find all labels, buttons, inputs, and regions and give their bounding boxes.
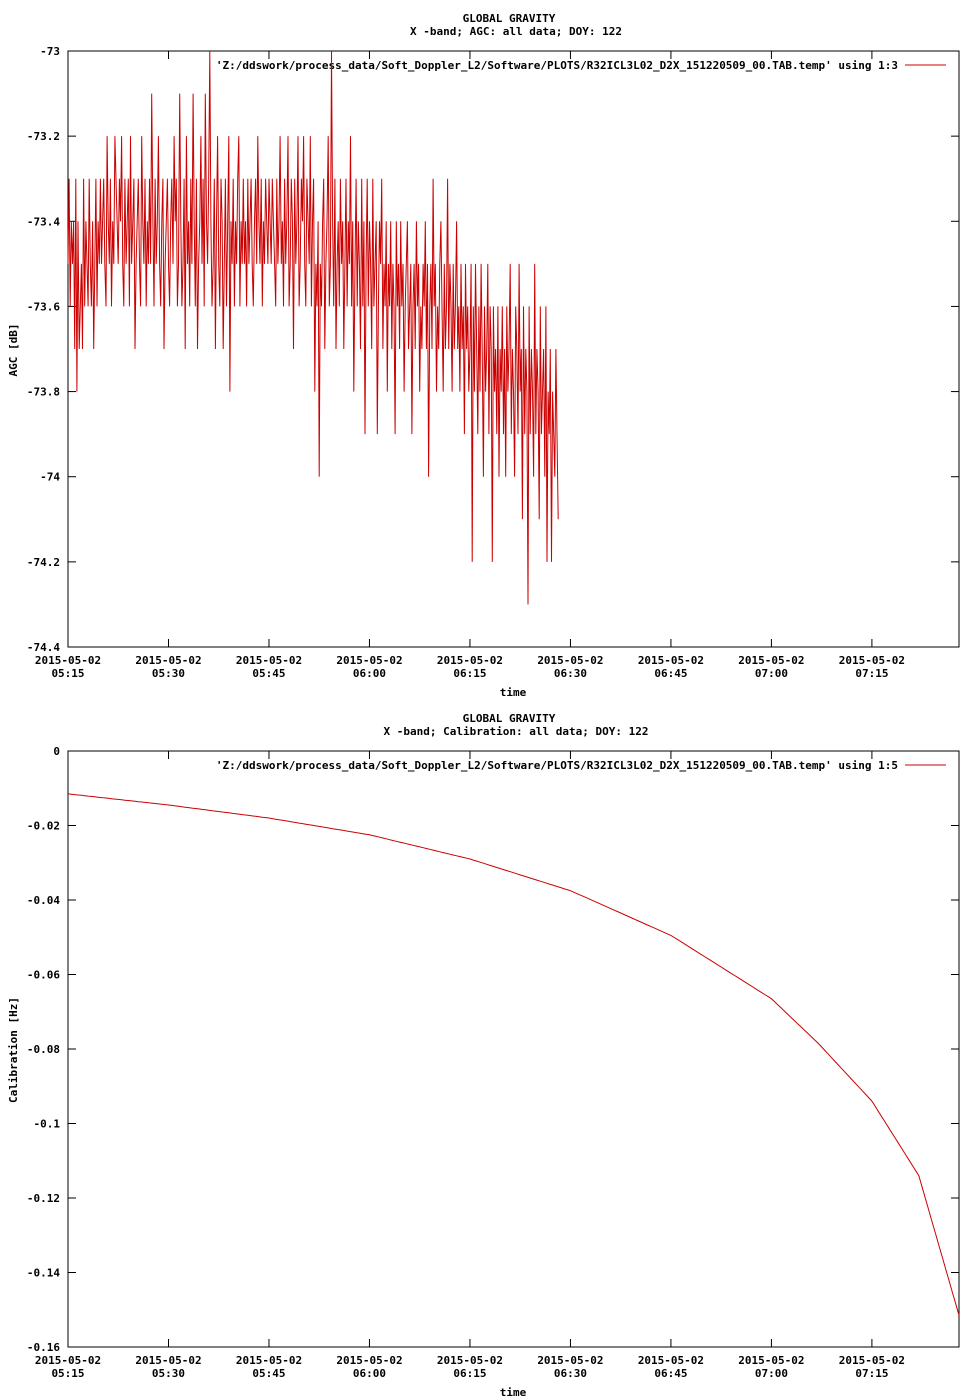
x-tick-time-label: 05:15 <box>51 1367 84 1380</box>
x-tick-date-label: 2015-05-02 <box>537 1354 603 1367</box>
x-tick-time-label: 07:15 <box>855 1367 888 1380</box>
x-tick-time-label: 06:15 <box>453 1367 486 1380</box>
y-tick-label: -0.12 <box>27 1192 60 1205</box>
x-tick-date-label: 2015-05-02 <box>839 654 905 667</box>
x-tick-date-label: 2015-05-02 <box>35 1354 101 1367</box>
x-tick-time-label: 05:15 <box>51 667 84 680</box>
x-axis-label: time <box>500 1386 527 1399</box>
x-tick-date-label: 2015-05-02 <box>738 1354 804 1367</box>
y-axis-label: Calibration [Hz] <box>7 997 20 1103</box>
x-tick-date-label: 2015-05-02 <box>336 654 402 667</box>
y-tick-label: -74.2 <box>27 556 60 569</box>
x-tick-date-label: 2015-05-02 <box>336 1354 402 1367</box>
x-tick-time-label: 06:00 <box>353 1367 386 1380</box>
x-tick-time-label: 06:45 <box>654 667 687 680</box>
y-tick-label: -73.2 <box>27 130 60 143</box>
y-axis-label: AGC [dB] <box>7 324 20 377</box>
x-tick-time-label: 07:00 <box>755 1367 788 1380</box>
y-tick-label: -0.06 <box>27 969 60 982</box>
y-tick-label: -74.4 <box>27 641 60 654</box>
chart-subtitle: X -band; AGC: all data; DOY: 122 <box>410 25 622 38</box>
x-tick-time-label: 07:00 <box>755 667 788 680</box>
x-tick-date-label: 2015-05-02 <box>236 1354 302 1367</box>
x-tick-date-label: 2015-05-02 <box>738 654 804 667</box>
legend-label: 'Z:/ddswork/process_data/Soft_Doppler_L2… <box>216 59 898 72</box>
x-tick-date-label: 2015-05-02 <box>437 654 503 667</box>
y-tick-label: -0.1 <box>34 1118 61 1131</box>
x-axis-label: time <box>500 686 527 699</box>
y-tick-label: -0.04 <box>27 894 60 907</box>
x-tick-date-label: 2015-05-02 <box>537 654 603 667</box>
x-tick-date-label: 2015-05-02 <box>35 654 101 667</box>
x-tick-time-label: 05:30 <box>152 667 185 680</box>
x-tick-time-label: 05:45 <box>252 667 285 680</box>
y-tick-label: -73.8 <box>27 386 60 399</box>
y-tick-label: -0.08 <box>27 1043 60 1056</box>
calibration-chart: GLOBAL GRAVITY X -band; Calibration: all… <box>7 712 960 1399</box>
x-tick-date-label: 2015-05-02 <box>135 654 201 667</box>
x-tick-date-label: 2015-05-02 <box>638 654 704 667</box>
legend-label: 'Z:/ddswork/process_data/Soft_Doppler_L2… <box>216 759 898 772</box>
plot-frame <box>67 50 960 648</box>
x-tick-date-label: 2015-05-02 <box>638 1354 704 1367</box>
x-tick-time-label: 05:45 <box>252 1367 285 1380</box>
y-tick-label: -0.14 <box>27 1267 60 1280</box>
x-tick-time-label: 07:15 <box>855 667 888 680</box>
y-tick-label: 0 <box>53 745 60 758</box>
y-tick-label: -73 <box>40 45 60 58</box>
x-tick-date-label: 2015-05-02 <box>839 1354 905 1367</box>
x-tick-time-label: 06:15 <box>453 667 486 680</box>
chart-title: GLOBAL GRAVITY <box>463 712 556 725</box>
x-tick-date-label: 2015-05-02 <box>437 1354 503 1367</box>
series-line <box>67 793 960 1316</box>
x-tick-time-label: 06:30 <box>554 1367 587 1380</box>
chart-subtitle: X -band; Calibration: all data; DOY: 122 <box>384 725 649 738</box>
x-tick-time-label: 05:30 <box>152 1367 185 1380</box>
y-tick-label: -73.4 <box>27 215 60 228</box>
y-tick-label: -73.6 <box>27 300 60 313</box>
y-tick-label: -0.16 <box>27 1341 60 1354</box>
x-tick-date-label: 2015-05-02 <box>236 654 302 667</box>
series-line <box>67 50 559 605</box>
x-tick-date-label: 2015-05-02 <box>135 1354 201 1367</box>
x-tick-time-label: 06:00 <box>353 667 386 680</box>
x-tick-time-label: 06:45 <box>654 1367 687 1380</box>
agc-chart: GLOBAL GRAVITY X -band; AGC: all data; D… <box>7 12 960 699</box>
y-tick-label: -0.02 <box>27 820 60 833</box>
plot-frame <box>67 750 960 1348</box>
chart-title: GLOBAL GRAVITY <box>463 12 556 25</box>
x-tick-time-label: 06:30 <box>554 667 587 680</box>
y-tick-label: -74 <box>40 471 60 484</box>
